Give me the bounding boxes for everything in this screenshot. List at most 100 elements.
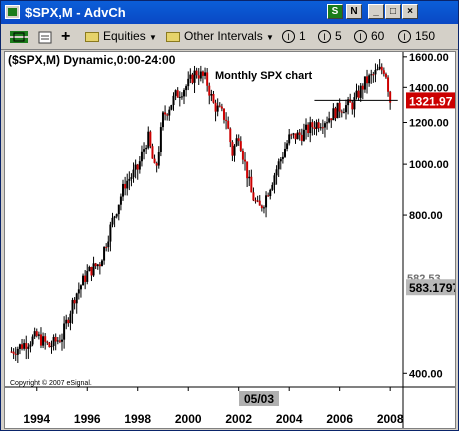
candle-body [65, 319, 68, 324]
window-title: $SPX,M - AdvCh [25, 5, 126, 20]
last-price-box [406, 92, 455, 109]
candle-body [128, 178, 131, 181]
candle-body [313, 127, 316, 129]
minimize-button[interactable]: _ [368, 4, 384, 19]
candle-body [126, 180, 129, 189]
candle-body [159, 127, 162, 152]
candle-body [149, 131, 152, 147]
candle-body [195, 70, 198, 76]
candle-body [12, 351, 15, 354]
candle-body [151, 146, 154, 159]
candle-body [227, 120, 230, 129]
candle-body [332, 108, 335, 121]
candle-body [79, 285, 82, 290]
candle-body [92, 263, 95, 276]
add-icon[interactable]: + [61, 28, 71, 45]
candle-body [330, 118, 333, 121]
y-tick-label: 1200.00 [409, 118, 449, 130]
n-toggle-button[interactable]: N [346, 4, 362, 19]
maximize-button[interactable]: □ [385, 4, 401, 19]
candle-body [61, 339, 64, 342]
candle-body [54, 336, 57, 342]
candle-body [378, 66, 381, 70]
candle-body [254, 200, 257, 202]
candle-body [35, 331, 38, 336]
candle-body [342, 112, 345, 114]
candle-body [246, 161, 249, 179]
candle-body [262, 207, 265, 209]
candle-body [370, 74, 373, 76]
candle-body [161, 112, 164, 128]
candle-body [286, 143, 289, 149]
folder-icon [166, 31, 180, 42]
candle-body [357, 90, 360, 98]
candle-body [208, 85, 211, 96]
y-tick-label: 1400.00 [409, 82, 449, 94]
candle-body [218, 105, 221, 107]
last-price-label: 1321.97 [409, 94, 453, 108]
interval-button-60[interactable]: I 60 [354, 28, 384, 45]
interval-button-150[interactable]: I 150 [398, 28, 435, 45]
link-icon[interactable] [9, 28, 31, 45]
candle-body [275, 169, 278, 176]
candle-body [244, 159, 247, 162]
low-price-label: 583.1797 [409, 281, 455, 295]
candle-body [292, 133, 295, 135]
candle-body [222, 108, 225, 120]
candle-body [25, 343, 28, 349]
candle-body [269, 189, 272, 197]
candle-body [216, 105, 219, 112]
app-icon [5, 5, 20, 19]
candle-body [42, 336, 45, 346]
equities-dropdown[interactable]: Equities ▼ [85, 28, 157, 45]
candle-body [69, 313, 72, 324]
candle-body [206, 72, 209, 86]
folder-icon [85, 31, 99, 42]
close-button[interactable]: × [402, 4, 418, 19]
title-bar[interactable]: $SPX,M - AdvCh S N _ □ × [1, 1, 458, 24]
candle-body [132, 169, 135, 178]
candle-body [29, 344, 32, 347]
properties-icon[interactable] [37, 28, 55, 45]
dropdown-arrow-icon: ▼ [149, 33, 157, 42]
chart-area[interactable]: ($SPX,M) Dynamic,0:00-24:00 Monthly SPX … [4, 51, 459, 429]
candle-body [48, 342, 51, 348]
candle-body [77, 289, 80, 294]
candle-body [117, 204, 120, 215]
y-tick-label: 1000.00 [409, 159, 449, 171]
candle-body [166, 114, 169, 116]
candle-body [67, 319, 70, 324]
candle-body [363, 76, 366, 90]
x-tick-label: 1998 [124, 412, 151, 426]
candle-body [168, 109, 171, 116]
candle-body [155, 163, 158, 166]
candle-body [31, 336, 34, 345]
candle-body [328, 118, 331, 123]
s-toggle-button[interactable]: S [327, 4, 343, 19]
x-tick-label: 1994 [23, 412, 50, 426]
candle-body [256, 200, 259, 202]
candle-body [309, 122, 312, 134]
candle-body [86, 271, 89, 282]
candle-body [109, 224, 112, 242]
candle-body [183, 90, 186, 97]
candle-body [138, 161, 141, 170]
other-intervals-dropdown[interactable]: Other Intervals ▼ [166, 28, 274, 45]
price-chart[interactable]: ($SPX,M) Dynamic,0:00-24:00 Monthly SPX … [5, 52, 459, 428]
candle-body [18, 344, 21, 349]
candle-body [185, 86, 188, 91]
candle-body [260, 205, 263, 209]
candle-body [315, 122, 318, 129]
candle-body [296, 132, 299, 140]
candle-body [119, 196, 122, 205]
candle-body [300, 134, 303, 141]
candle-body [84, 275, 87, 282]
candle-body [389, 91, 392, 103]
candle-body [140, 151, 143, 162]
candle-body [229, 128, 232, 143]
copyright-text: Copyright © 2007 eSignal. [10, 379, 92, 387]
dropdown-arrow-icon: ▼ [266, 33, 274, 42]
candle-body [347, 99, 350, 106]
